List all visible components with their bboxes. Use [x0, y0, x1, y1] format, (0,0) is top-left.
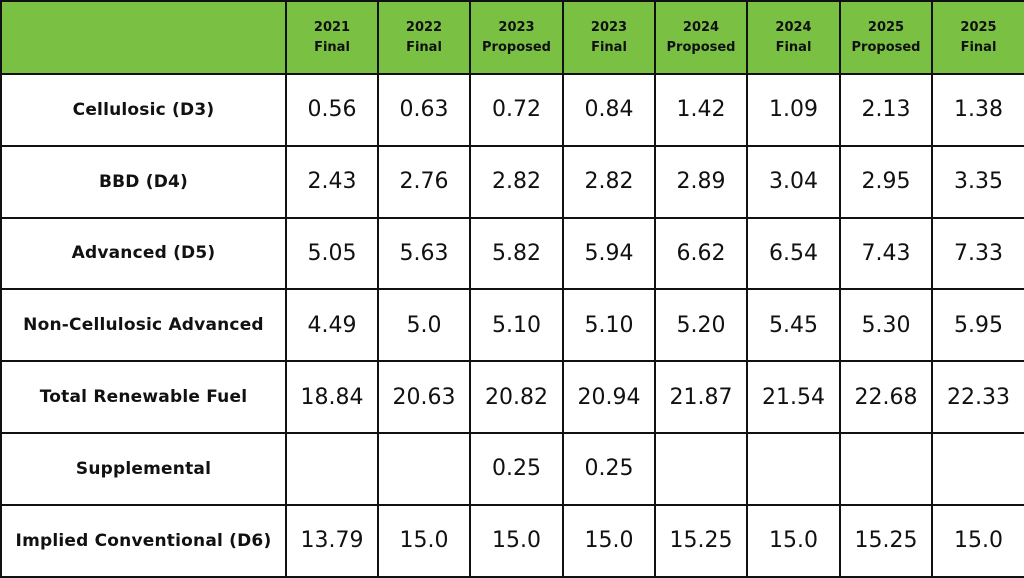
table-cell: 3.04: [746, 144, 841, 219]
table-cell: [377, 431, 471, 506]
row-label: Supplemental: [0, 431, 287, 506]
table-row: Implied Conventional (D6) 13.79 15.0 15.0 15…: [0, 503, 1024, 578]
row-label: Total Renewable Fuel: [0, 360, 287, 434]
table-cell: 0.84: [562, 73, 656, 147]
table-cell: 20.82: [469, 360, 564, 434]
table-cell: 1.38: [931, 73, 1024, 147]
table-cell: 0.63: [377, 73, 471, 147]
table-cell: 0.56: [285, 73, 379, 147]
table-cell: 5.10: [562, 288, 656, 363]
table-cell: 0.25: [562, 431, 656, 506]
table-cell: 18.84: [285, 360, 379, 434]
table-cell: 6.62: [654, 216, 748, 291]
corner-header-cell: [0, 0, 287, 75]
table-cell: 3.35: [931, 144, 1024, 219]
table-cell: 5.10: [469, 288, 564, 363]
table-cell: [746, 431, 841, 506]
table-cell: 15.25: [839, 503, 933, 578]
table-cell: 15.0: [931, 503, 1024, 578]
table-cell: 21.87: [654, 360, 748, 434]
column-header-2024-final: 2024 Final: [746, 0, 841, 75]
table-body: Cellulosic (D3) 0.56 0.63 0.72 0.84 1.42 1.09 2…: [0, 73, 1024, 578]
table-cell: 2.82: [469, 144, 564, 219]
table-cell: 2.43: [285, 144, 379, 219]
column-year: 2025: [960, 19, 997, 35]
column-header-2023-final: 2023 Final: [562, 0, 656, 75]
table-cell: 20.63: [377, 360, 471, 434]
column-year: 2025: [867, 19, 905, 35]
column-status: Proposed: [851, 39, 921, 55]
column-header-2023-proposed: 2023 Proposed: [469, 0, 564, 75]
table-cell: 2.13: [839, 73, 933, 147]
column-year: 2021: [313, 19, 351, 35]
table-cell: 7.43: [839, 216, 933, 291]
column-header-2024-proposed: 2024 Proposed: [654, 0, 748, 75]
table-cell: 5.94: [562, 216, 656, 291]
table-cell: 5.45: [746, 288, 841, 363]
table-cell: [839, 431, 933, 506]
table-row: Supplemental 0.25 0.25: [0, 431, 1024, 506]
table-row: Non-Cellulosic Advanced 4.49 5.0 5.10 5.10 5.…: [0, 288, 1024, 363]
column-status: Final: [314, 39, 350, 55]
table-cell: 2.76: [377, 144, 471, 219]
table-cell: 1.42: [654, 73, 748, 147]
table-cell: 21.54: [746, 360, 841, 434]
column-year: 2022: [405, 19, 443, 35]
column-year: 2024: [682, 19, 720, 35]
table-cell: 15.0: [469, 503, 564, 578]
table-cell: 1.09: [746, 73, 841, 147]
column-year: 2024: [775, 19, 812, 35]
row-label: Advanced (D5): [0, 216, 287, 291]
table-cell: 22.68: [839, 360, 933, 434]
table-cell: 0.72: [469, 73, 564, 147]
column-header-2025-final: 2025 Final: [931, 0, 1024, 75]
table-cell: 7.33: [931, 216, 1024, 291]
column-header-2021-final: 2021 Final: [285, 0, 379, 75]
column-status: Proposed: [482, 39, 551, 55]
table-cell: 5.05: [285, 216, 379, 291]
row-label: Non-Cellulosic Advanced: [0, 288, 287, 363]
table-cell: 0.25: [469, 431, 564, 506]
column-status: Final: [591, 39, 627, 55]
header-row: 2021 Final 2022 Final 2023 Proposed 2023…: [0, 0, 1024, 75]
column-status: Final: [406, 39, 442, 55]
table-row: Advanced (D5) 5.05 5.63 5.82 5.94 6.62 6.54 7.4…: [0, 216, 1024, 291]
table-cell: 5.0: [377, 288, 471, 363]
row-label: Implied Conventional (D6): [0, 503, 287, 578]
table-cell: 5.30: [839, 288, 933, 363]
table-cell: 15.0: [562, 503, 656, 578]
column-year: 2023: [590, 19, 628, 35]
table-cell: 5.82: [469, 216, 564, 291]
table-cell: 13.79: [285, 503, 379, 578]
column-status: Final: [775, 39, 812, 55]
table-row: Total Renewable Fuel 18.84 20.63 20.82 20.94…: [0, 360, 1024, 434]
table-cell: [654, 431, 748, 506]
table-cell: 4.49: [285, 288, 379, 363]
table-cell: 15.0: [746, 503, 841, 578]
table-cell: 22.33: [931, 360, 1024, 434]
table-cell: [285, 431, 379, 506]
table-cell: 15.25: [654, 503, 748, 578]
table-row: Cellulosic (D3) 0.56 0.63 0.72 0.84 1.42 1.09 2…: [0, 73, 1024, 147]
table-cell: 5.63: [377, 216, 471, 291]
column-header-2025-proposed: 2025 Proposed: [839, 0, 933, 75]
column-year: 2023: [498, 19, 535, 35]
table-cell: 15.0: [377, 503, 471, 578]
column-header-2022-final: 2022 Final: [377, 0, 471, 75]
table-cell: 2.95: [839, 144, 933, 219]
table-cell: 5.95: [931, 288, 1024, 363]
table-cell: 2.82: [562, 144, 656, 219]
table-cell: 20.94: [562, 360, 656, 434]
column-status: Final: [960, 39, 997, 55]
table-cell: 6.54: [746, 216, 841, 291]
row-label: BBD (D4): [0, 144, 287, 219]
column-status: Proposed: [666, 39, 736, 55]
table-row: BBD (D4) 2.43 2.76 2.82 2.82 2.89 3.04 2.95 3.35: [0, 144, 1024, 219]
row-label: Cellulosic (D3): [0, 73, 287, 147]
table-cell: 2.89: [654, 144, 748, 219]
table-cell: [931, 431, 1024, 506]
table-cell: 5.20: [654, 288, 748, 363]
